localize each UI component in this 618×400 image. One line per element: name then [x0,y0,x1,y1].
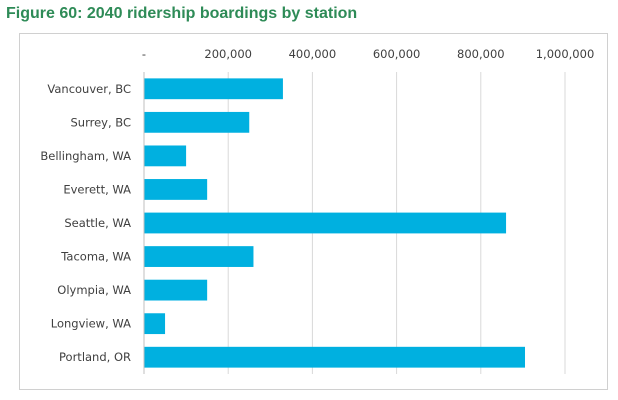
x-tick-label: 1,000,000 [536,47,595,61]
bars [144,78,526,368]
x-tick-label: 800,000 [457,47,505,61]
bar [144,111,250,133]
x-tick-label: 400,000 [289,47,337,61]
bar [144,346,526,368]
figure-title: Figure 60: 2040 ridership boardings by s… [6,5,358,22]
category-label: Portland, OR [59,350,131,364]
bar [144,145,187,167]
bar [144,78,283,100]
category-label: Olympia, WA [57,283,131,297]
chart-frame [19,33,608,390]
category-label: Vancouver, BC [47,82,131,96]
category-label: Longview, WA [51,317,131,331]
category-label: Tacoma, WA [60,250,131,264]
category-label: Seattle, WA [64,216,131,230]
category-labels: Vancouver, BC Surrey, BC Bellingham, WA Eve… [40,82,131,364]
x-tick-label: 600,000 [373,47,421,61]
bar [144,246,254,267]
bar [144,179,208,200]
category-label: Everett, WA [63,182,131,196]
x-tick-labels: - 200,000 400,000 600,000 800,000 1,000,000 [142,47,594,61]
bar [144,313,166,335]
bar [144,212,507,234]
category-label: Surrey, BC [71,115,132,129]
bar [144,279,208,301]
x-tick-label: - [142,47,146,61]
category-label: Bellingham, WA [40,149,131,163]
x-tick-label: 200,000 [204,47,252,61]
